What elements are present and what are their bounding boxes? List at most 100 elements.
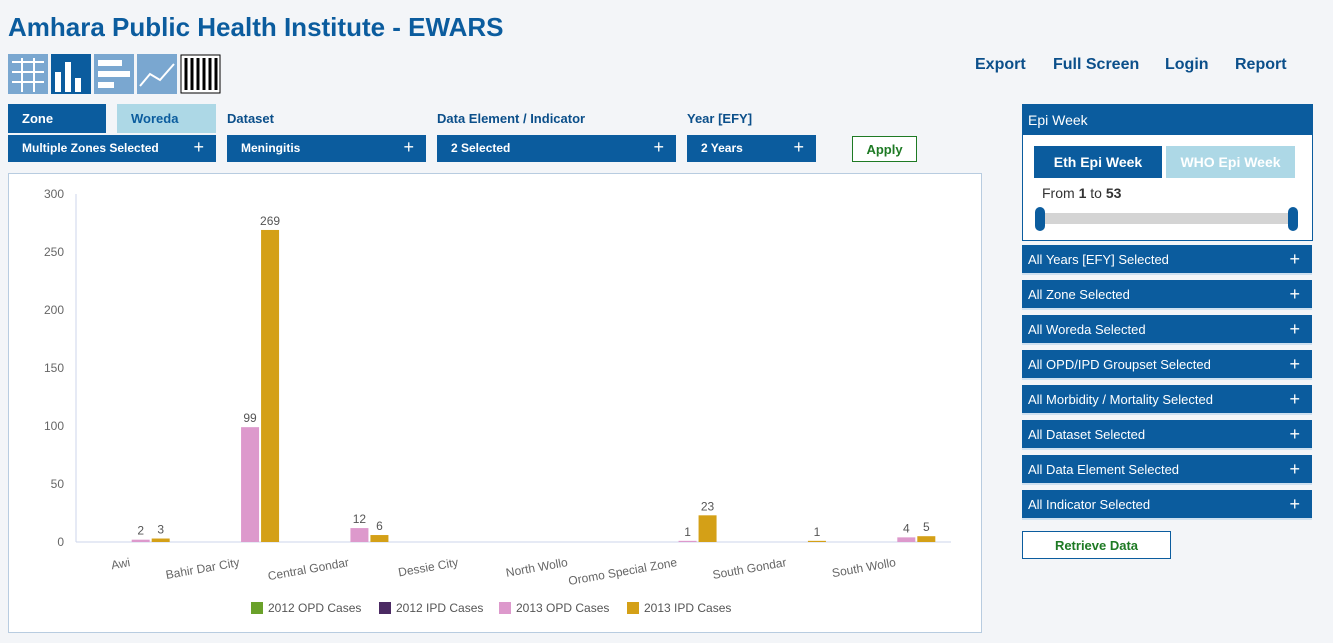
year-select[interactable]: 2 Years + [687, 135, 816, 162]
plus-icon: + [1289, 284, 1300, 304]
y-tick-label: 150 [44, 361, 64, 375]
range-label: to [1090, 185, 1102, 201]
zone-tab[interactable]: Zone [8, 104, 106, 133]
range-label: From [1042, 185, 1075, 201]
eth-tab[interactable]: Eth Epi Week [1034, 146, 1162, 178]
x-tick-label: Central Gondar [267, 555, 350, 583]
legend-label: 2013 IPD Cases [644, 601, 731, 615]
select-text: Meningitis [241, 141, 301, 155]
select-text: 2 Selected [451, 141, 511, 155]
retrieve-button[interactable]: Retrieve Data [1022, 531, 1171, 559]
bar [370, 535, 389, 542]
plus-icon: + [1289, 249, 1300, 269]
pivot-icon[interactable] [180, 54, 221, 94]
accordion[interactable]: All Years [EFY] Selected + [1022, 245, 1312, 275]
bar [261, 229, 280, 542]
bar [151, 538, 170, 542]
legend-label: 2013 OPD Cases [516, 601, 609, 615]
line-icon[interactable] [137, 54, 177, 94]
plus-icon: + [1289, 389, 1300, 409]
bar [131, 539, 150, 542]
y-tick-label: 300 [44, 187, 64, 201]
bar [807, 540, 826, 542]
apply-button[interactable]: Apply [852, 136, 917, 162]
table-icon[interactable] [8, 54, 48, 94]
range-text: From 1 to 53 [1042, 185, 1121, 201]
data-label: 12 [353, 512, 367, 526]
legend-swatch [251, 602, 263, 614]
x-tick-label: South Gondar [711, 555, 787, 582]
select-text: 2 Years [701, 141, 743, 155]
filter-label: Data Element / Indicator [437, 111, 586, 126]
x-tick-label: Bahir Dar City [165, 555, 241, 582]
plus-icon: + [1289, 424, 1300, 444]
accordion[interactable]: All Indicator Selected + [1022, 490, 1312, 520]
range-from: 1 [1078, 185, 1087, 201]
x-tick-label: Awi [110, 555, 131, 572]
plus-icon: + [1289, 354, 1300, 374]
accordion[interactable]: All Zone Selected + [1022, 280, 1312, 310]
plus-icon: + [1289, 459, 1300, 479]
y-tick-label: 0 [57, 535, 64, 549]
panel-title: Epi Week [1023, 105, 1312, 135]
column-icon[interactable] [51, 54, 91, 94]
export-link[interactable]: Export [975, 56, 1026, 73]
accordion[interactable]: All OPD/IPD Groupset Selected + [1022, 350, 1312, 380]
epi-week-panel: Epi Week Eth Epi Week WHO Epi Week From … [1022, 104, 1313, 241]
slider-handle[interactable] [1288, 207, 1298, 231]
legend-label: 2012 OPD Cases [268, 601, 361, 615]
data-label: 6 [376, 519, 383, 533]
plus-icon: + [1289, 319, 1300, 339]
data-label: 3 [157, 523, 164, 537]
fullscreen-link[interactable]: Full Screen [1053, 56, 1140, 73]
dataset-select[interactable]: Meningitis + [227, 135, 426, 162]
accordion[interactable]: All Morbidity / Mortality Selected + [1022, 385, 1312, 415]
accordion-text: All Woreda Selected [1028, 322, 1146, 337]
who-tab[interactable]: WHO Epi Week [1166, 146, 1295, 178]
accordion-text: All Zone Selected [1028, 287, 1130, 302]
data-label: 1 [814, 525, 821, 539]
chart-panel: 0 50 100 150 200 250 300 Awi 2 3 Bahir Dar City 99 2… [8, 173, 982, 633]
legend-swatch [379, 602, 391, 614]
y-tick-label: 50 [51, 477, 65, 491]
data-label: 1 [684, 525, 691, 539]
report-link[interactable]: Report [1235, 56, 1287, 73]
bar [897, 537, 916, 542]
data-label: 4 [903, 521, 910, 535]
legend-label: 2012 IPD Cases [396, 601, 483, 615]
legend-swatch [627, 602, 639, 614]
chart: 0 50 100 150 200 250 300 Awi 2 3 Bahir Dar City 99 2… [44, 187, 951, 615]
login-link[interactable]: Login [1165, 56, 1209, 73]
y-tick-label: 100 [44, 419, 64, 433]
accordion-text: All Dataset Selected [1028, 427, 1146, 442]
accordion-text: All Morbidity / Mortality Selected [1028, 392, 1213, 407]
element-select[interactable]: 2 Selected + [437, 135, 676, 162]
bar [350, 528, 369, 542]
view-icons [8, 54, 221, 94]
page-title: Amhara Public Health Institute - EWARS [8, 12, 504, 42]
woreda-tab[interactable]: Woreda [117, 104, 216, 133]
bar-icon[interactable] [94, 54, 134, 94]
bar [917, 536, 936, 542]
accordion[interactable]: All Woreda Selected + [1022, 315, 1312, 345]
x-tick-label: South Wollo [831, 555, 897, 580]
data-label: 23 [701, 499, 715, 513]
accordion-text: All Data Element Selected [1028, 462, 1180, 477]
filter-label: Year [EFY] [687, 111, 753, 126]
plus-icon: + [1289, 494, 1300, 514]
data-label: 99 [243, 411, 257, 425]
accordion-text: All Years [EFY] Selected [1028, 252, 1169, 267]
data-label: 2 [137, 524, 144, 538]
range-to: 53 [1105, 185, 1122, 201]
accordion-text: All Indicator Selected [1028, 497, 1151, 512]
slider-handle[interactable] [1035, 207, 1045, 231]
accordion-text: All OPD/IPD Groupset Selected [1028, 357, 1211, 372]
x-tick-label: Oromo Special Zone [567, 555, 678, 588]
zone-select[interactable]: Multiple Zones Selected + [8, 135, 216, 162]
bar [678, 540, 697, 542]
accordion[interactable]: All Dataset Selected + [1022, 420, 1312, 450]
accordion[interactable]: All Data Element Selected + [1022, 455, 1312, 485]
x-tick-label: North Wollo [505, 555, 569, 580]
bar [698, 515, 717, 542]
filter-label: Dataset [227, 111, 274, 126]
